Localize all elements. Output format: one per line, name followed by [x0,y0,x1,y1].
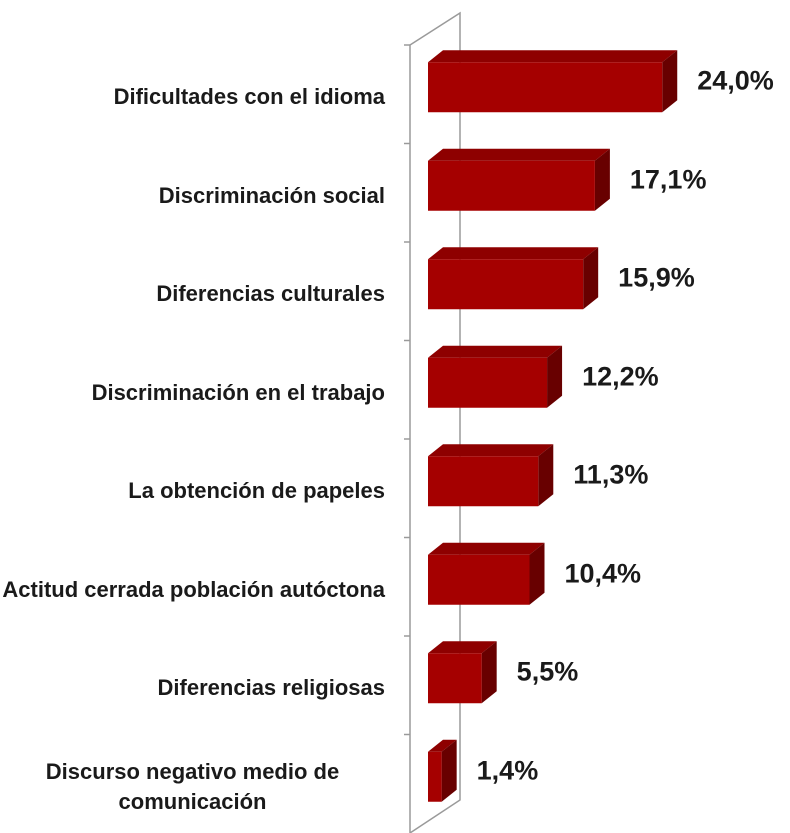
value-label: 10,4% [564,558,642,589]
value-label: 11,3% [573,459,649,490]
bar-top [428,542,545,555]
bar [428,554,530,605]
bar-side [538,444,554,507]
bar-top [428,739,457,752]
category-label: Diferencias culturales [156,281,385,307]
bar [428,160,595,211]
bar-side [529,542,545,605]
category-label: Discriminación social [158,182,385,208]
bar [428,259,584,310]
value-label: 17,1% [629,164,707,195]
bar-top [428,444,554,457]
bar-top [428,247,599,260]
bar [428,653,482,704]
bar-top [428,50,678,63]
bar-top [428,345,563,358]
bar-side [547,345,563,408]
category-label: Actitud cerrada población autóctona [2,576,385,602]
value-label: 5,5% [516,656,579,687]
bar [428,62,663,113]
category-label: Discriminación en el trabajo [91,379,385,405]
bar-side [583,247,599,310]
bar-side [662,50,678,113]
bar [428,751,442,802]
bar-top [428,641,497,654]
value-label: 1,4% [476,755,539,786]
category-label: Diferencias religiosas [157,675,385,701]
bar-side [441,739,457,802]
value-label: 24,0% [697,65,774,96]
bar-top [428,148,610,161]
category-label: Discurso negativo medio de comunicación [45,758,340,814]
category-label: Dificultades con el idioma [113,84,385,110]
value-label: 12,2% [582,361,659,392]
bar [428,456,539,507]
value-label: 15,9% [618,262,695,293]
category-label: La obtención de papeles [128,478,385,504]
bar-side [594,148,610,211]
bar-side [481,641,497,704]
axis-wall [409,11,461,833]
bar [428,357,548,408]
